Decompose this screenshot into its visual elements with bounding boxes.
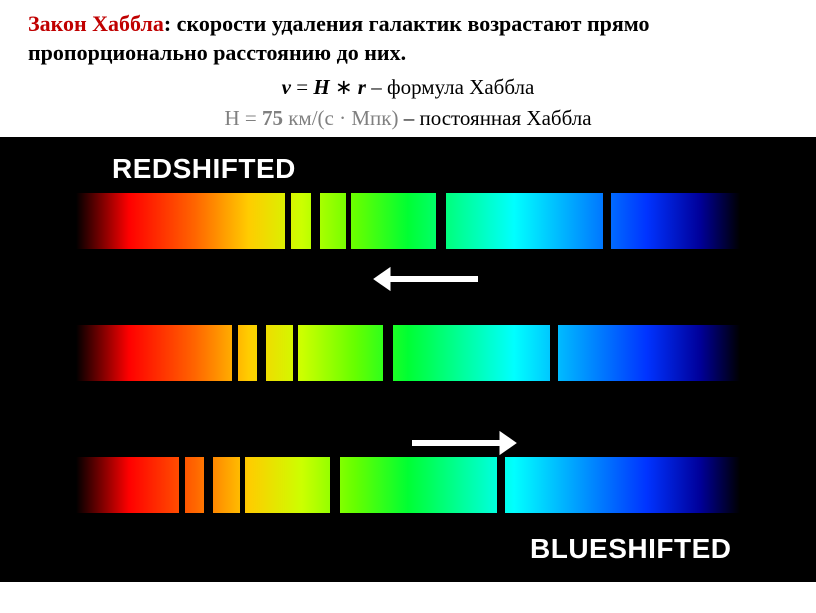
spectrum-reference <box>76 325 740 381</box>
absorption-line <box>293 325 298 381</box>
text-block: Закон Хаббла: скорости удаления галактик… <box>0 0 816 137</box>
spectrum-diagram: REDSHIFTED BLUESHIFTED <box>0 137 816 582</box>
absorption-line <box>383 325 393 381</box>
hubble-formula: v = H ∗ r – формула Хаббла <box>28 75 788 100</box>
formula-H: H <box>313 75 329 99</box>
redshifted-label: REDSHIFTED <box>112 153 296 185</box>
spectrum-redshifted <box>76 193 740 249</box>
absorption-line <box>179 457 185 513</box>
formula-v: v <box>282 75 291 99</box>
spectrum-blueshifted <box>76 457 740 513</box>
absorption-line <box>204 457 213 513</box>
constant-desc: – постоянная Хаббла <box>398 106 591 130</box>
absorption-line <box>346 193 351 249</box>
absorption-line <box>550 325 558 381</box>
law-title: Закон Хаббла <box>28 11 164 36</box>
absorption-line <box>436 193 446 249</box>
gradient <box>76 325 740 381</box>
absorption-line <box>232 325 238 381</box>
absorption-line <box>603 193 611 249</box>
absorption-line <box>330 457 340 513</box>
absorption-line <box>240 457 245 513</box>
absorption-line <box>257 325 266 381</box>
absorption-line <box>285 193 291 249</box>
arrow-right-icon <box>410 427 518 459</box>
formula-desc: – формула Хаббла <box>366 75 534 99</box>
blueshifted-label: BLUESHIFTED <box>530 533 732 565</box>
gradient <box>76 193 740 249</box>
formula-r: r <box>358 75 366 99</box>
hubble-law-statement: Закон Хаббла: скорости удаления галактик… <box>28 10 788 67</box>
absorption-line <box>497 457 505 513</box>
arrow-left-icon <box>372 263 480 295</box>
absorption-line <box>311 193 320 249</box>
gradient <box>76 457 740 513</box>
hubble-constant: H = 75 км/(с · Мпк) – постоянная Хаббла <box>28 106 788 131</box>
